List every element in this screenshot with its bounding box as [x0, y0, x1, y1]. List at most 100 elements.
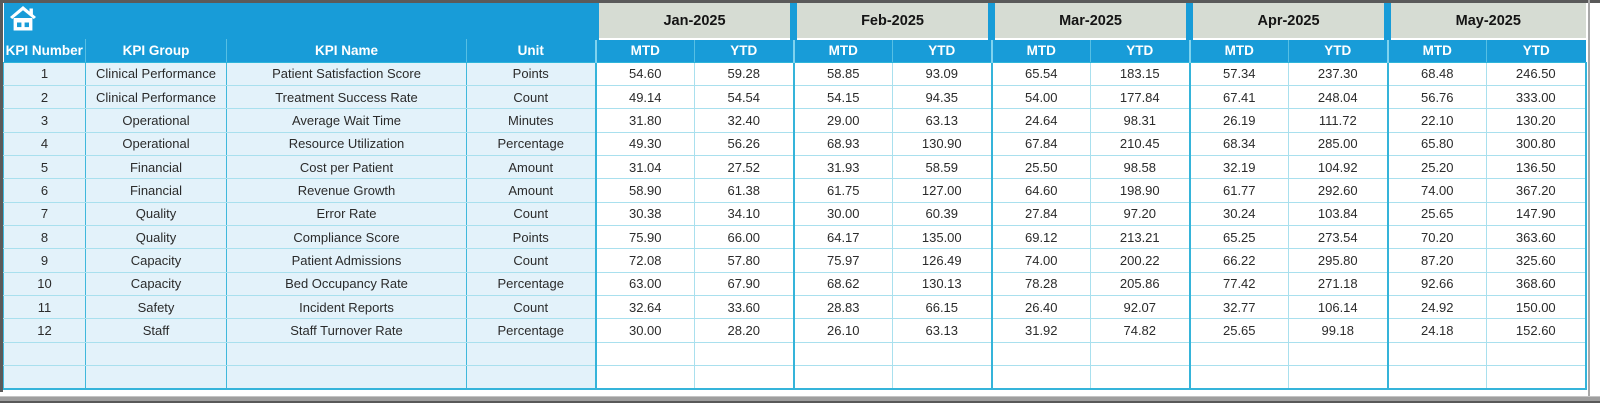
unit-cell[interactable]: Points [466, 225, 596, 250]
value-cell[interactable]: 54.54 [694, 85, 795, 110]
value-cell[interactable]: 60.39 [892, 202, 993, 227]
unit-cell[interactable]: Count [466, 295, 596, 320]
value-cell[interactable]: 57.80 [694, 248, 795, 273]
value-cell[interactable]: 31.92 [990, 318, 1092, 343]
value-cell[interactable]: 54.00 [990, 85, 1092, 110]
value-cell[interactable]: 58.85 [792, 62, 894, 86]
value-cell[interactable]: 68.48 [1386, 62, 1488, 86]
value-cell[interactable]: 61.38 [694, 178, 795, 203]
value-cell[interactable]: 31.80 [594, 108, 695, 133]
kpi-number-cell[interactable]: 12 [3, 318, 86, 343]
kpi-group-cell[interactable]: Quality [85, 202, 227, 227]
kpi-name-cell[interactable]: Bed Occupancy Rate [226, 272, 467, 297]
value-cell[interactable]: 26.10 [792, 318, 894, 343]
value-cell[interactable]: 27.84 [990, 202, 1092, 227]
kpi-name-cell[interactable]: Patient Admissions [226, 248, 467, 273]
value-cell[interactable] [892, 365, 993, 391]
value-cell[interactable]: 111.72 [1288, 108, 1389, 133]
value-cell[interactable]: 68.34 [1188, 132, 1290, 156]
value-cell[interactable]: 66.00 [694, 225, 795, 250]
value-cell[interactable]: 333.00 [1486, 85, 1587, 110]
value-cell[interactable]: 152.60 [1486, 318, 1587, 343]
value-cell[interactable]: 177.84 [1090, 85, 1191, 110]
value-cell[interactable]: 25.65 [1386, 202, 1488, 227]
value-cell[interactable]: 300.80 [1486, 132, 1587, 156]
value-cell[interactable]: 32.40 [694, 108, 795, 133]
value-cell[interactable]: 75.97 [792, 248, 894, 273]
kpi-number-cell[interactable]: 7 [3, 202, 86, 227]
value-cell[interactable]: 63.00 [594, 272, 695, 297]
value-cell[interactable] [1486, 365, 1587, 391]
value-cell[interactable]: 70.20 [1386, 225, 1488, 250]
kpi-group-cell[interactable]: Staff [85, 318, 227, 343]
value-cell[interactable] [1288, 365, 1389, 391]
value-cell[interactable]: 31.93 [792, 155, 894, 180]
value-cell[interactable]: 130.20 [1486, 108, 1587, 133]
value-cell[interactable] [892, 342, 993, 367]
value-cell[interactable]: 58.90 [594, 178, 695, 203]
unit-cell[interactable]: Count [466, 85, 596, 110]
value-cell[interactable] [1386, 342, 1488, 367]
unit-cell[interactable]: Minutes [466, 108, 596, 133]
value-cell[interactable]: 103.84 [1288, 202, 1389, 227]
unit-cell[interactable]: Count [466, 248, 596, 273]
value-cell[interactable]: 67.84 [990, 132, 1092, 156]
value-cell[interactable]: 183.15 [1090, 62, 1191, 86]
kpi-number-cell[interactable]: 8 [3, 225, 86, 250]
value-cell[interactable]: 57.34 [1188, 62, 1290, 86]
value-cell[interactable]: 74.82 [1090, 318, 1191, 343]
value-cell[interactable]: 64.17 [792, 225, 894, 250]
value-cell[interactable] [990, 342, 1092, 367]
value-cell[interactable]: 31.04 [594, 155, 695, 180]
value-cell[interactable]: 54.15 [792, 85, 894, 110]
kpi-group-cell[interactable]: Clinical Performance [85, 85, 227, 110]
kpi-group-cell[interactable]: Capacity [85, 272, 227, 297]
kpi-group-cell[interactable] [85, 365, 227, 391]
value-cell[interactable]: 92.66 [1386, 272, 1488, 297]
value-cell[interactable]: 30.00 [792, 202, 894, 227]
value-cell[interactable]: 63.13 [892, 108, 993, 133]
value-cell[interactable]: 248.04 [1288, 85, 1389, 110]
value-cell[interactable]: 66.22 [1188, 248, 1290, 273]
value-cell[interactable]: 74.00 [990, 248, 1092, 273]
kpi-group-cell[interactable]: Financial [85, 155, 227, 180]
value-cell[interactable]: 363.60 [1486, 225, 1587, 250]
value-cell[interactable]: 63.13 [892, 318, 993, 343]
kpi-group-cell[interactable]: Financial [85, 178, 227, 203]
value-cell[interactable]: 49.14 [594, 85, 695, 110]
value-cell[interactable]: 32.64 [594, 295, 695, 320]
value-cell[interactable]: 106.14 [1288, 295, 1389, 320]
value-cell[interactable]: 368.60 [1486, 272, 1587, 297]
unit-cell[interactable] [466, 365, 596, 391]
value-cell[interactable]: 210.45 [1090, 132, 1191, 156]
unit-cell[interactable]: Points [466, 62, 596, 86]
value-cell[interactable]: 56.76 [1386, 85, 1488, 110]
value-cell[interactable] [1288, 342, 1389, 367]
kpi-group-cell[interactable]: Clinical Performance [85, 62, 227, 86]
value-cell[interactable]: 75.90 [594, 225, 695, 250]
value-cell[interactable] [990, 365, 1092, 391]
value-cell[interactable]: 205.86 [1090, 272, 1191, 297]
value-cell[interactable]: 34.10 [694, 202, 795, 227]
kpi-name-cell[interactable]: Incident Reports [226, 295, 467, 320]
kpi-number-cell[interactable]: 10 [3, 272, 86, 297]
value-cell[interactable]: 147.90 [1486, 202, 1587, 227]
value-cell[interactable] [1188, 342, 1290, 367]
value-cell[interactable]: 99.18 [1288, 318, 1389, 343]
value-cell[interactable]: 78.28 [990, 272, 1092, 297]
value-cell[interactable]: 24.92 [1386, 295, 1488, 320]
value-cell[interactable] [792, 342, 894, 367]
value-cell[interactable]: 271.18 [1288, 272, 1389, 297]
kpi-name-cell[interactable]: Patient Satisfaction Score [226, 62, 467, 86]
value-cell[interactable]: 33.60 [694, 295, 795, 320]
kpi-number-cell[interactable]: 4 [3, 132, 86, 156]
kpi-number-cell[interactable]: 11 [3, 295, 86, 320]
unit-cell[interactable]: Count [466, 202, 596, 227]
value-cell[interactable] [694, 342, 795, 367]
kpi-name-cell[interactable]: Treatment Success Rate [226, 85, 467, 110]
value-cell[interactable]: 25.50 [990, 155, 1092, 180]
value-cell[interactable]: 126.49 [892, 248, 993, 273]
value-cell[interactable]: 30.24 [1188, 202, 1290, 227]
value-cell[interactable]: 198.90 [1090, 178, 1191, 203]
kpi-group-cell[interactable]: Capacity [85, 248, 227, 273]
